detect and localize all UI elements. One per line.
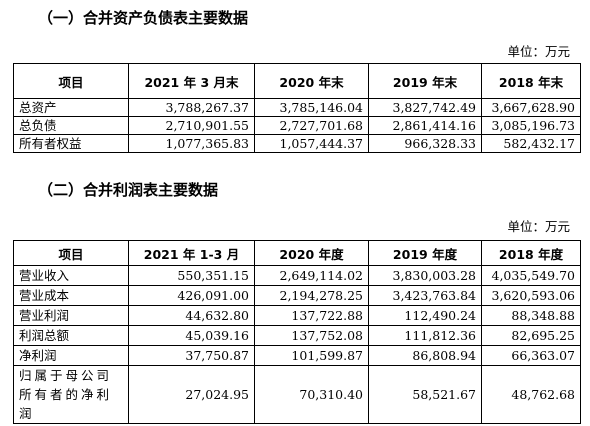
cell-value: 86,808.94 [368,345,482,366]
row-label: 所有者权益 [13,134,129,153]
cell-value: 3,785,146.04 [254,98,369,117]
balance-sheet-unit: 单位：万元 [507,44,570,59]
cell-value: 2,861,414.16 [368,116,482,135]
income-statement-unit: 单位：万元 [507,219,570,234]
column-header-2021q1: 2021 年 1-3 月 [128,240,255,266]
cell-value: 137,722.88 [254,305,369,326]
cell-value: 58,521.67 [368,365,482,424]
balance-sheet-heading: （一）合并资产负债表主要数据 [38,9,249,27]
row-label: 总负债 [13,116,129,135]
row-label: 净利润 [13,345,129,366]
cell-value: 112,490.24 [368,305,482,326]
cell-value: 44,632.80 [128,305,255,326]
cell-value: 48,762.68 [481,365,581,424]
table-row: 营业收入 550,351.15 2,649,114.02 3,830,003.2… [13,265,581,286]
column-header-2020: 2020 年度 [254,240,369,266]
income-statement-heading: （二）合并利润表主要数据 [38,181,219,199]
cell-value: 3,827,742.49 [368,98,482,117]
cell-value: 426,091.00 [128,285,255,306]
column-header-item: 项目 [13,240,129,266]
column-header-2019: 2019 年度 [368,240,482,266]
cell-value: 1,077,365.83 [128,134,255,153]
cell-value: 550,351.15 [128,265,255,286]
cell-value: 137,752.08 [254,325,369,346]
table-row: 营业利润 44,632.80 137,722.88 112,490.24 88,… [13,305,581,326]
column-header-2021q1: 2021 年 3 月末 [128,63,255,99]
row-label: 利润总额 [13,325,129,346]
cell-value: 4,035,549.70 [481,265,581,286]
column-header-2020: 2020 年末 [254,63,369,99]
cell-value: 70,310.40 [254,365,369,424]
cell-value: 2,727,701.68 [254,116,369,135]
cell-value: 37,750.87 [128,345,255,366]
row-label: 营业利润 [13,305,129,326]
cell-value: 101,599.87 [254,345,369,366]
cell-value: 966,328.33 [368,134,482,153]
row-label: 总资产 [13,98,129,117]
table-row: 总资产 3,788,267.37 3,785,146.04 3,827,742.… [13,98,581,117]
row-label: 归属于母公司所有者的净利润 [13,365,129,424]
table-row: 利润总额 45,039.16 137,752.08 111,812.36 82,… [13,325,581,346]
column-header-2018: 2018 年度 [481,240,581,266]
column-header-2019: 2019 年末 [368,63,482,99]
cell-value: 3,830,003.28 [368,265,482,286]
income-statement-table: 项目 2021 年 1-3 月 2020 年度 2019 年度 2018 年度 … [13,240,581,424]
cell-value: 2,649,114.02 [254,265,369,286]
cell-value: 3,620,593.06 [481,285,581,306]
cell-value: 3,085,196.73 [481,116,581,135]
row-label: 营业收入 [13,265,129,286]
table-header-row: 项目 2021 年 3 月末 2020 年末 2019 年末 2018 年末 [13,63,581,99]
cell-value: 82,695.25 [481,325,581,346]
cell-value: 3,788,267.37 [128,98,255,117]
column-header-item: 项目 [13,63,129,99]
cell-value: 45,039.16 [128,325,255,346]
table-row: 营业成本 426,091.00 2,194,278.25 3,423,763.8… [13,285,581,306]
table-row: 净利润 37,750.87 101,599.87 86,808.94 66,36… [13,345,581,366]
cell-value: 66,363.07 [481,345,581,366]
column-header-2018: 2018 年末 [481,63,581,99]
table-header-row: 项目 2021 年 1-3 月 2020 年度 2019 年度 2018 年度 [13,240,581,266]
cell-value: 2,710,901.55 [128,116,255,135]
balance-sheet-table: 项目 2021 年 3 月末 2020 年末 2019 年末 2018 年末 总… [13,63,581,153]
table-row: 所有者权益 1,077,365.83 1,057,444.37 966,328.… [13,134,581,153]
cell-value: 27,024.95 [128,365,255,424]
cell-value: 582,432.17 [481,134,581,153]
table-row: 归属于母公司所有者的净利润 27,024.95 70,310.40 58,521… [13,365,581,424]
cell-value: 2,194,278.25 [254,285,369,306]
cell-value: 88,348.88 [481,305,581,326]
row-label: 营业成本 [13,285,129,306]
table-row: 总负债 2,710,901.55 2,727,701.68 2,861,414.… [13,116,581,135]
cell-value: 3,423,763.84 [368,285,482,306]
cell-value: 1,057,444.37 [254,134,369,153]
cell-value: 3,667,628.90 [481,98,581,117]
cell-value: 111,812.36 [368,325,482,346]
